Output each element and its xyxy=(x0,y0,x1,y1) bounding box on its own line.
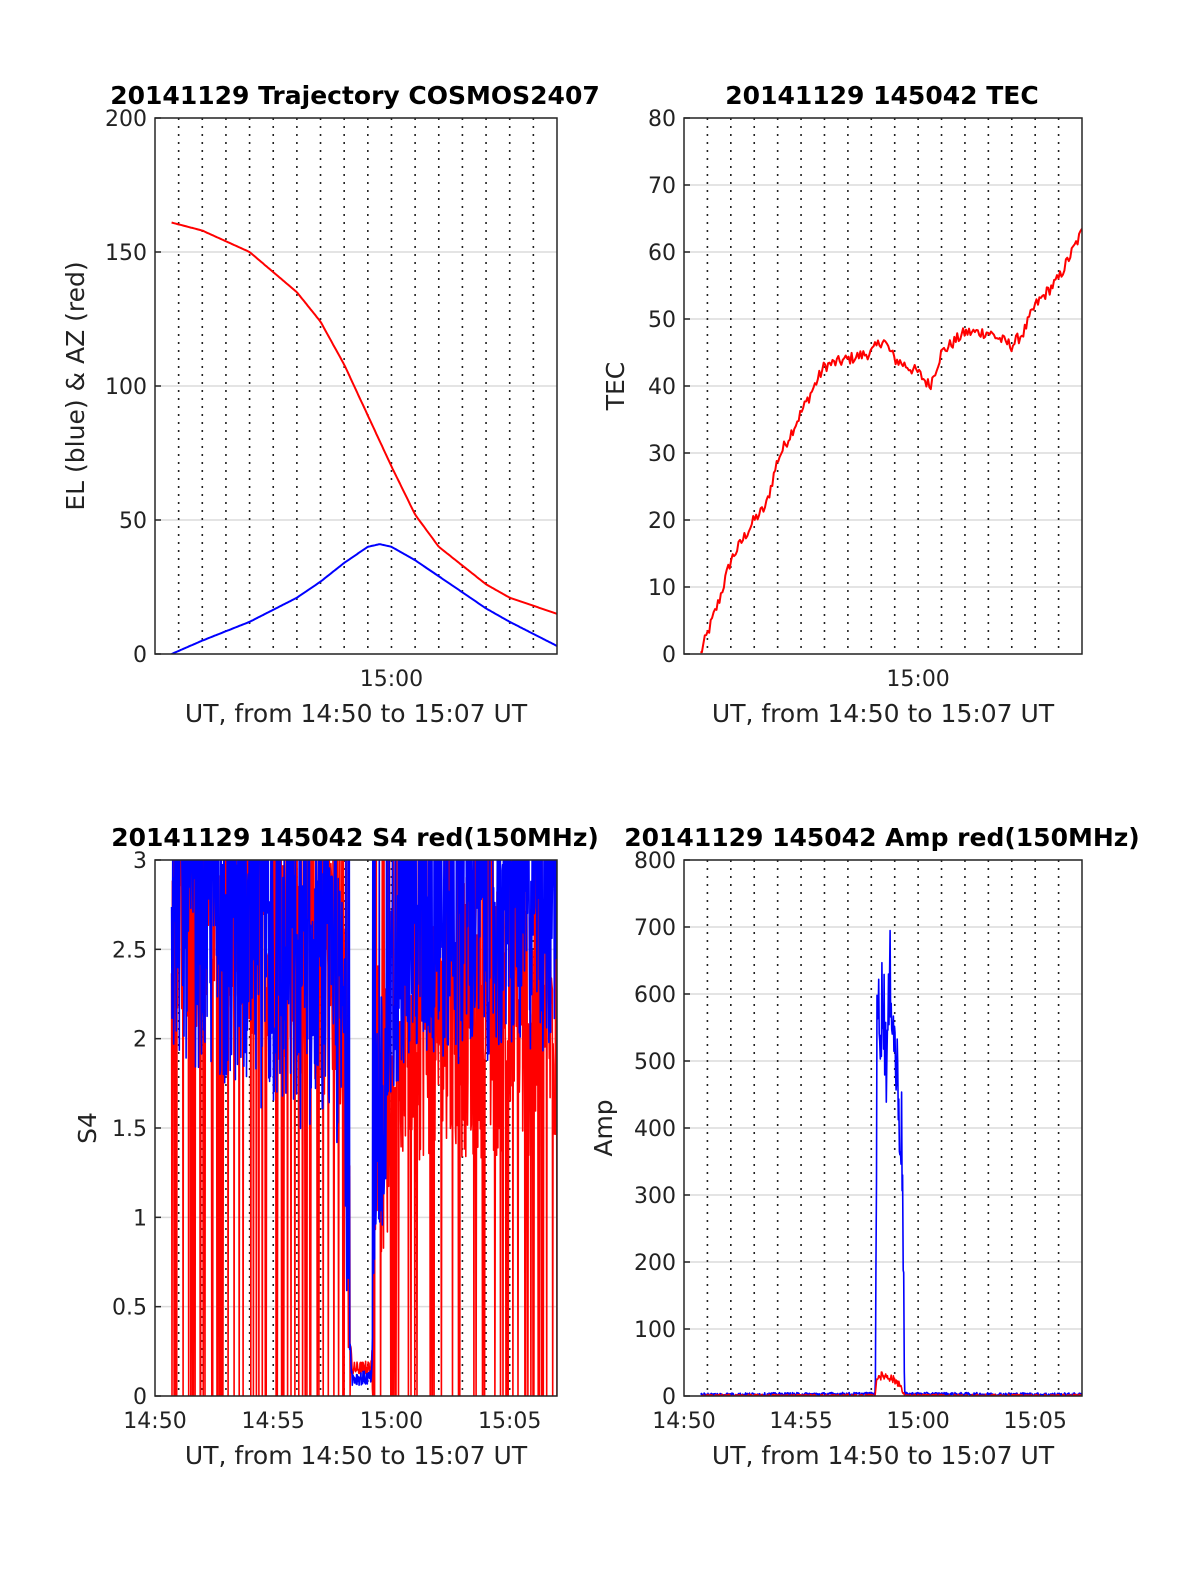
y-tick-label: 70 xyxy=(648,174,676,199)
y-tick-label: 20 xyxy=(648,509,676,534)
y-axis-label: Amp xyxy=(589,1099,618,1156)
y-tick-label: 0 xyxy=(133,643,147,668)
y-tick-label: 0 xyxy=(662,1385,676,1410)
plot-area xyxy=(700,929,1082,1396)
chart-title: 20141129 145042 Amp red(150MHz) xyxy=(624,823,1140,852)
x-tick-label: 15:05 xyxy=(1003,1409,1066,1434)
y-tick-label: 2.5 xyxy=(112,938,147,963)
x-tick-label: 14:50 xyxy=(123,1409,186,1434)
y-axis-label: TEC xyxy=(601,362,630,412)
y-tick-label: 600 xyxy=(634,983,676,1008)
y-tick-label: 50 xyxy=(119,509,147,534)
y-tick-label: 200 xyxy=(634,1251,676,1276)
x-axis-label: UT, from 14:50 to 15:07 UT xyxy=(185,699,528,728)
y-tick-label: 500 xyxy=(634,1050,676,1075)
chart-panel-2: 0 10 20 30 40 50 60 70 80 15:00 20141129 145042 TE… xyxy=(601,81,1083,728)
y-tick-label: 400 xyxy=(634,1117,676,1142)
y-tick-label: 0.5 xyxy=(112,1296,147,1321)
x-axis-label: UT, from 14:50 to 15:07 UT xyxy=(712,1441,1055,1470)
y-tick-label: 60 xyxy=(648,241,676,266)
y-tick-label: 200 xyxy=(105,107,147,132)
y-axis-label: S4 xyxy=(73,1112,102,1144)
chart-title: 20141129 145042 TEC xyxy=(725,81,1038,110)
plot-area xyxy=(700,228,1082,654)
y-tick-label: 700 xyxy=(634,916,676,941)
series-line-blue xyxy=(700,929,1082,1396)
plot-area xyxy=(171,221,557,654)
series-line-blue xyxy=(171,543,557,654)
x-tick-label: 15:00 xyxy=(886,667,949,692)
y-tick-label: 0 xyxy=(662,643,676,668)
x-tick-label: 15:00 xyxy=(360,1409,423,1434)
series-line-red xyxy=(700,228,1082,654)
x-tick-label: 14:55 xyxy=(242,1409,305,1434)
y-tick-label: 80 xyxy=(648,107,676,132)
chart-panel-1: 0 50 100 150 200 15:00 20141129 Trajectory COS… xyxy=(61,81,600,728)
y-axis-label: EL (blue) & AZ (red) xyxy=(61,261,90,510)
series-line-blue xyxy=(170,860,557,1386)
x-tick-label: 15:05 xyxy=(478,1409,541,1434)
chart-panel-4: 0 100 200 300 400 500 600 700 800 14:50 14:55 15:00… xyxy=(589,823,1140,1470)
x-axis-label: UT, from 14:50 to 15:07 UT xyxy=(712,699,1055,728)
x-tick-label: 15:00 xyxy=(886,1409,949,1434)
x-tick-label: 14:55 xyxy=(769,1409,832,1434)
chart-title: 20141129 Trajectory COSMOS2407 xyxy=(110,81,600,110)
chart-panel-3: 0 0.5 1 1.5 2 2.5 3 14:50 14:55 15:00 15:05 2014112… xyxy=(73,823,599,1470)
y-tick-label: 1 xyxy=(133,1206,147,1231)
x-tick-label: 14:50 xyxy=(652,1409,715,1434)
y-tick-label: 50 xyxy=(648,308,676,333)
plot-area xyxy=(170,860,557,1396)
y-tick-label: 800 xyxy=(634,849,676,874)
y-tick-label: 300 xyxy=(634,1184,676,1209)
y-tick-label: 150 xyxy=(105,241,147,266)
y-tick-label: 0 xyxy=(133,1385,147,1410)
y-tick-label: 10 xyxy=(648,576,676,601)
y-tick-label: 100 xyxy=(105,375,147,400)
y-tick-label: 2 xyxy=(133,1028,147,1053)
series-line-red xyxy=(171,221,557,615)
y-tick-label: 100 xyxy=(634,1318,676,1343)
y-tick-label: 1.5 xyxy=(112,1117,147,1142)
y-tick-label: 30 xyxy=(648,442,676,467)
x-axis-label: UT, from 14:50 to 15:07 UT xyxy=(185,1441,528,1470)
y-tick-label: 3 xyxy=(133,849,147,874)
x-tick-label: 15:00 xyxy=(360,667,423,692)
chart-title: 20141129 145042 S4 red(150MHz) xyxy=(111,823,599,852)
y-tick-label: 40 xyxy=(648,375,676,400)
